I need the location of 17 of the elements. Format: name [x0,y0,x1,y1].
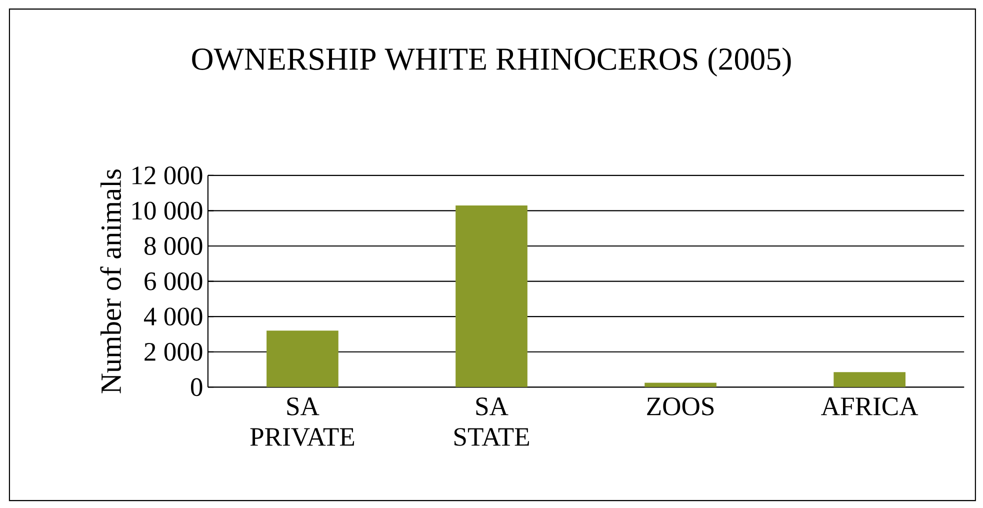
chart-title: OWNERSHIP WHITE RHINOCEROS (2005) [192,47,791,76]
y-tick-label: 2 000 [144,342,202,361]
y-tick-label: 6 000 [144,272,202,290]
x-tick-label: ZOOS [647,397,714,416]
bar [644,382,716,388]
y-tick-label: 12 000 [132,166,202,184]
bar [266,330,338,388]
bar [456,205,528,388]
x-tick-label: SA PRIVATE [250,397,354,446]
x-tick-label: AFRICA [821,397,918,416]
y-tick-label: 8 000 [144,236,202,255]
y-tick-label: 0 [190,378,202,396]
x-tick-label: SA STATE [454,397,529,446]
y-tick-label: 10 000 [132,202,202,220]
y-tick-label: 4 000 [144,308,202,326]
y-axis-title: Number of animals [100,169,122,394]
bar [834,372,906,388]
